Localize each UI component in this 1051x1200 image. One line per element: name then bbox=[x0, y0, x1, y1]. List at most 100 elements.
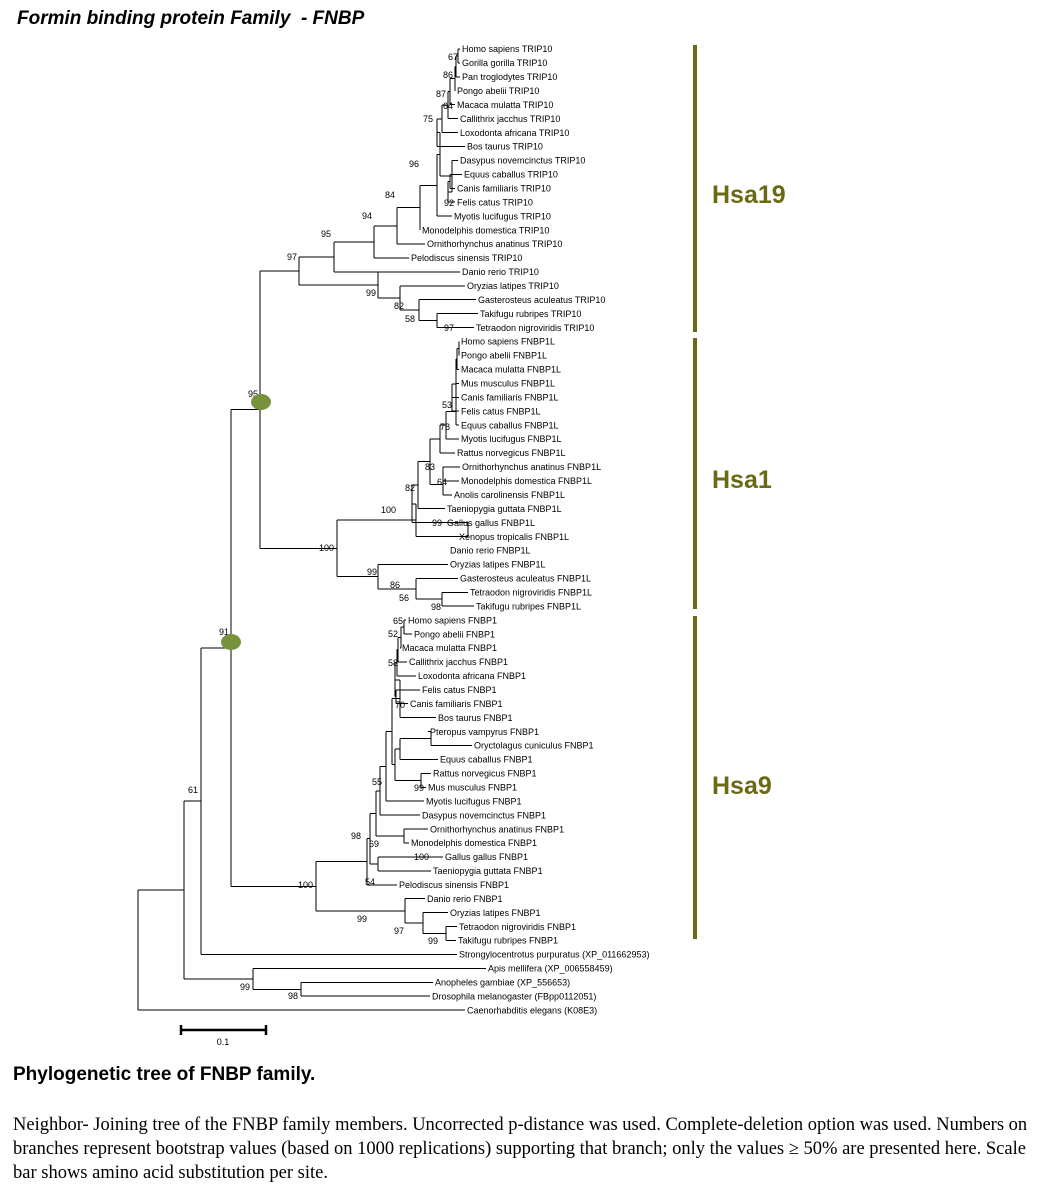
leaf-label: Callithrix jacchus FNBP1 bbox=[409, 657, 508, 667]
bootstrap-value: 52 bbox=[388, 629, 398, 639]
bootstrap-value: 53 bbox=[442, 400, 452, 410]
bootstrap-value: 84 bbox=[385, 190, 395, 200]
bootstrap-value: 99 bbox=[414, 783, 424, 793]
bootstrap-value: 95 bbox=[321, 229, 331, 239]
leaf-label: Tetraodon nigroviridis TRIP10 bbox=[476, 323, 594, 333]
tree-branches bbox=[137, 48, 486, 1011]
bootstrap-value: 65 bbox=[393, 616, 403, 626]
node-marker bbox=[221, 634, 241, 650]
leaf-label: Pongo abelii FNBP1L bbox=[461, 351, 547, 361]
phylogenetic-tree: Homo sapiens TRIP10 Gorilla gorilla TRIP1… bbox=[137, 44, 786, 1047]
leaf-label: Anopheles gambiae (XP_556653) bbox=[435, 978, 570, 988]
bootstrap-value: 97 bbox=[444, 323, 454, 333]
leaf-label: Pelodiscus sinensis TRIP10 bbox=[411, 253, 522, 263]
bootstrap-value: 100 bbox=[381, 505, 396, 515]
leaf-label: Danio rerio FNBP1 bbox=[427, 894, 503, 904]
leaf-label: Callithrix jacchus TRIP10 bbox=[460, 114, 560, 124]
leaf-label: Takifugu rubripes FNBP1 bbox=[458, 936, 558, 946]
bootstrap-value: 58 bbox=[388, 658, 398, 668]
leaf-label: Pongo abelii TRIP10 bbox=[457, 86, 539, 96]
caption-title: Phylogenetic tree of FNBP family. bbox=[13, 1064, 316, 1085]
scale-bar: 0.1 bbox=[179, 1025, 268, 1047]
leaf-labels: Homo sapiens TRIP10 Gorilla gorilla TRIP1… bbox=[399, 44, 649, 1015]
leaf-label: Homo sapiens TRIP10 bbox=[462, 44, 552, 54]
leaf-label: Apis mellifera (XP_006558459) bbox=[488, 964, 613, 974]
bootstrap-value: 58 bbox=[405, 314, 415, 324]
bootstrap-labels: 6786876475969284949597998258975378836482… bbox=[188, 52, 458, 1001]
leaf-label: Taeniopygia guttata FNBP1L bbox=[447, 504, 562, 514]
leaf-label: Oryzias latipes FNBP1 bbox=[450, 908, 541, 918]
leaf-label: Macaca mulatta FNBP1L bbox=[461, 365, 561, 375]
bootstrap-value: 61 bbox=[188, 785, 198, 795]
leaf-label: Ornithorhynchus anatinus FNBP1L bbox=[462, 462, 601, 472]
bootstrap-value: 82 bbox=[394, 301, 404, 311]
bootstrap-value: 96 bbox=[409, 159, 419, 169]
leaf-label: Pelodiscus sinensis FNBP1 bbox=[399, 880, 509, 890]
leaf-label: Felis catus FNBP1L bbox=[461, 406, 541, 416]
leaf-label: Drosophila melanogaster (FBpp0112051) bbox=[432, 991, 596, 1001]
leaf-label: Ornithorhynchus anatinus TRIP10 bbox=[427, 239, 562, 249]
leaf-label: Pongo abelii FNBP1 bbox=[414, 629, 495, 639]
leaf-label: Canis familiaris FNBP1L bbox=[461, 392, 559, 402]
leaf-label: Dasypus novemcinctus TRIP10 bbox=[460, 156, 585, 166]
caption-body: Neighbor- Joining tree of the FNBP famil… bbox=[13, 1115, 1028, 1183]
leaf-label: Xenopus tropicalis FNBP1L bbox=[459, 532, 569, 542]
leaf-label: Ornithorhynchus anatinus FNBP1 bbox=[430, 824, 564, 834]
leaf-label: Pan troglodytes TRIP10 bbox=[462, 72, 557, 82]
leaf-label: Rattus norvegicus FNBP1 bbox=[433, 769, 537, 779]
bootstrap-value: 99 bbox=[432, 518, 442, 528]
bootstrap-value: 99 bbox=[367, 567, 377, 577]
leaf-label: Caenorhabditis elegans (K08E3) bbox=[467, 1005, 597, 1015]
bootstrap-value: 82 bbox=[405, 483, 415, 493]
bootstrap-value: 98 bbox=[288, 991, 298, 1001]
leaf-label: Taeniopygia guttata FNBP1 bbox=[433, 866, 543, 876]
leaf-label: Loxodonta africana TRIP10 bbox=[460, 128, 569, 138]
bootstrap-value: 100 bbox=[298, 880, 313, 890]
leaf-label: Takifugu rubripes FNBP1L bbox=[476, 601, 581, 611]
bootstrap-value: 100 bbox=[414, 852, 429, 862]
clade-bracket bbox=[693, 45, 697, 332]
leaf-label: Oryzias latipes FNBP1L bbox=[450, 560, 546, 570]
leaf-label: Mus musculus FNBP1L bbox=[461, 379, 555, 389]
leaf-label: Tetraodon nigroviridis FNBP1L bbox=[470, 587, 592, 597]
bootstrap-value: 64 bbox=[437, 477, 447, 487]
bootstrap-value: 100 bbox=[319, 543, 334, 553]
leaf-label: Gasterosteus aculeatus FNBP1L bbox=[460, 574, 591, 584]
clade-label: Hsa9 bbox=[712, 772, 772, 800]
leaf-label: Myotis lucifugus FNBP1L bbox=[461, 434, 562, 444]
leaf-label: Myotis lucifugus FNBP1 bbox=[426, 796, 522, 806]
leaf-label: Oryzias latipes TRIP10 bbox=[467, 281, 559, 291]
leaf-label: Bos taurus FNBP1 bbox=[438, 713, 513, 723]
leaf-label: Rattus norvegicus FNBP1L bbox=[457, 448, 566, 458]
leaf-label: Gasterosteus aculeatus TRIP10 bbox=[478, 295, 605, 305]
leaf-label: Dasypus novemcinctus FNBP1 bbox=[422, 810, 546, 820]
leaf-label: Monodelphis domestica FNBP1 bbox=[411, 838, 537, 848]
clade-label: Hsa1 bbox=[712, 466, 772, 494]
clade-brackets: Hsa19 Hsa1 Hsa9 bbox=[693, 45, 786, 939]
bootstrap-value: 91 bbox=[219, 627, 229, 637]
bootstrap-value: 99 bbox=[357, 914, 367, 924]
leaf-label: Oryctolagus cuniculus FNBP1 bbox=[474, 741, 594, 751]
bootstrap-value: 56 bbox=[399, 593, 409, 603]
bootstrap-value: 99 bbox=[366, 288, 376, 298]
bootstrap-value: 86 bbox=[390, 580, 400, 590]
bootstrap-value: 64 bbox=[443, 101, 453, 111]
bootstrap-value: 87 bbox=[436, 89, 446, 99]
bootstrap-value: 97 bbox=[287, 252, 297, 262]
bootstrap-value: 86 bbox=[443, 70, 453, 80]
leaf-label: Mus musculus FNBP1 bbox=[428, 782, 517, 792]
leaf-label: Loxodonta africana FNBP1 bbox=[418, 671, 526, 681]
bootstrap-value: 69 bbox=[369, 839, 379, 849]
leaf-label: Danio rerio FNBP1L bbox=[450, 546, 531, 556]
leaf-label: Canis familiaris FNBP1 bbox=[410, 699, 503, 709]
bootstrap-value: 54 bbox=[365, 877, 375, 887]
leaf-label: Danio rerio TRIP10 bbox=[462, 267, 539, 277]
clade-bracket bbox=[693, 338, 697, 609]
page-title: Formin binding protein Family - FNBP bbox=[17, 8, 365, 29]
node-markers bbox=[221, 394, 271, 650]
bootstrap-value: 70 bbox=[395, 700, 405, 710]
leaf-label: Monodelphis domestica TRIP10 bbox=[422, 225, 549, 235]
bootstrap-value: 78 bbox=[440, 422, 450, 432]
bootstrap-value: 92 bbox=[444, 198, 454, 208]
bootstrap-value: 98 bbox=[351, 831, 361, 841]
